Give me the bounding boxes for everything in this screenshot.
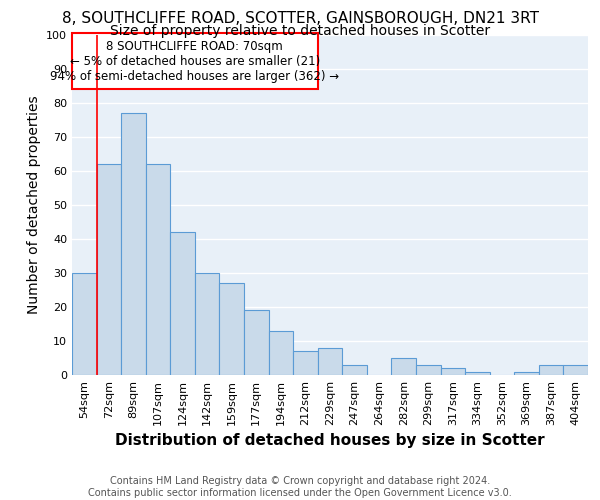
Bar [170, 232, 195, 375]
Bar [391, 358, 416, 375]
Bar [293, 351, 318, 375]
Bar [121, 113, 146, 375]
Bar [514, 372, 539, 375]
Bar [195, 273, 220, 375]
Bar [72, 273, 97, 375]
Text: Contains public sector information licensed under the Open Government Licence v3: Contains public sector information licen… [88, 488, 512, 498]
Text: Size of property relative to detached houses in Scotter: Size of property relative to detached ho… [110, 24, 490, 38]
Y-axis label: Number of detached properties: Number of detached properties [26, 96, 41, 314]
Bar [97, 164, 121, 375]
Text: 8 SOUTHCLIFFE ROAD: 70sqm: 8 SOUTHCLIFFE ROAD: 70sqm [106, 40, 283, 53]
Bar [539, 365, 563, 375]
Bar [146, 164, 170, 375]
Bar [563, 365, 588, 375]
X-axis label: Distribution of detached houses by size in Scotter: Distribution of detached houses by size … [115, 434, 545, 448]
Bar [416, 365, 440, 375]
Bar [269, 331, 293, 375]
Bar [440, 368, 465, 375]
Bar [244, 310, 269, 375]
Text: Contains HM Land Registry data © Crown copyright and database right 2024.: Contains HM Land Registry data © Crown c… [110, 476, 490, 486]
Bar [318, 348, 342, 375]
Bar [72, 34, 318, 90]
Text: 8, SOUTHCLIFFE ROAD, SCOTTER, GAINSBOROUGH, DN21 3RT: 8, SOUTHCLIFFE ROAD, SCOTTER, GAINSBOROU… [62, 11, 539, 26]
Text: 94% of semi-detached houses are larger (362) →: 94% of semi-detached houses are larger (… [50, 70, 340, 82]
Bar [465, 372, 490, 375]
Bar [220, 283, 244, 375]
Bar [342, 365, 367, 375]
Text: ← 5% of detached houses are smaller (21): ← 5% of detached houses are smaller (21) [70, 54, 320, 68]
